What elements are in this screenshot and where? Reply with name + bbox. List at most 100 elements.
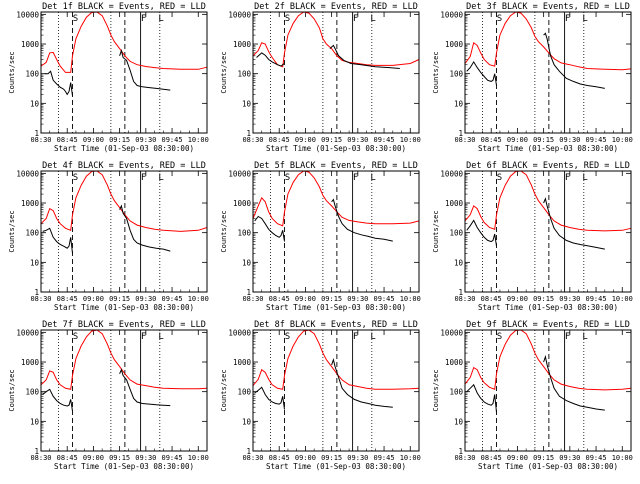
marker-f: F bbox=[353, 332, 358, 342]
panel-title: Det 1f BLACK = Events, RED = LLD bbox=[42, 2, 206, 12]
events-series-line bbox=[466, 197, 605, 250]
panel-title: Det 3f BLACK = Events, RED = LLD bbox=[466, 2, 630, 12]
panel-title: Det 9f BLACK = Events, RED = LLD bbox=[466, 320, 630, 330]
plot-frame bbox=[464, 11, 632, 134]
y-tick-label: 1 bbox=[246, 129, 251, 138]
x-tick-label: 10:00 bbox=[612, 454, 633, 462]
lld-series-line bbox=[464, 170, 632, 232]
x-tick-label: 09:15 bbox=[533, 295, 554, 303]
x-axis-label: Start Time (01-Sep-03 08:30:00) bbox=[266, 303, 406, 312]
marker-l: L bbox=[158, 332, 163, 342]
y-tick-label: 10000 bbox=[440, 169, 463, 178]
x-tick-label: 09:15 bbox=[109, 136, 130, 144]
lld-series-line bbox=[252, 329, 420, 390]
x-tick-label: 08:30 bbox=[30, 454, 51, 462]
x-tick-label: 08:30 bbox=[454, 295, 475, 303]
marker-l: L bbox=[582, 332, 587, 342]
y-axis-label: Counts/sec bbox=[432, 51, 440, 93]
x-tick-label: 09:30 bbox=[559, 136, 580, 144]
panel-title: Det 5f BLACK = Events, RED = LLD bbox=[254, 161, 418, 171]
x-tick-label: 10:00 bbox=[400, 295, 421, 303]
y-axis-label: Counts/sec bbox=[8, 369, 16, 411]
x-tick-label: 08:45 bbox=[481, 454, 502, 462]
x-axis-label: Start Time (01-Sep-03 08:30:00) bbox=[266, 144, 406, 153]
x-tick-label: 09:30 bbox=[135, 136, 156, 144]
marker-f: F bbox=[565, 14, 570, 24]
x-tick-label: 08:30 bbox=[242, 136, 263, 144]
y-tick-label: 1 bbox=[458, 129, 463, 138]
events-series-line bbox=[42, 368, 171, 412]
x-tick-label: 08:45 bbox=[57, 454, 78, 462]
y-tick-label: 1 bbox=[246, 447, 251, 456]
x-tick-label: 10:00 bbox=[188, 454, 209, 462]
marker-s: S bbox=[73, 332, 78, 342]
y-tick-label: 1000 bbox=[233, 358, 252, 367]
plot-frame bbox=[252, 11, 420, 134]
plot-frame bbox=[464, 170, 632, 293]
x-tick-label: 09:30 bbox=[347, 136, 368, 144]
x-tick-label: 09:30 bbox=[347, 454, 368, 462]
plot-frame bbox=[252, 329, 420, 452]
x-tick-label: 08:45 bbox=[269, 295, 290, 303]
marker-s: S bbox=[285, 332, 290, 342]
x-tick-label: 08:30 bbox=[30, 295, 51, 303]
marker-l: L bbox=[582, 173, 587, 183]
panel-5: Det 5f BLACK = Events, RED = LLD 1 10 100 10… bbox=[220, 161, 421, 312]
x-tick-label: 09:15 bbox=[321, 295, 342, 303]
y-tick-label: 10000 bbox=[16, 328, 39, 337]
y-tick-label: 10 bbox=[454, 99, 464, 108]
y-tick-label: 100 bbox=[449, 229, 463, 238]
y-axis-label: Counts/sec bbox=[432, 210, 440, 252]
events-series-line bbox=[254, 198, 393, 242]
y-tick-label: 100 bbox=[237, 388, 251, 397]
plot-frame bbox=[40, 170, 208, 293]
x-tick-label: 09:45 bbox=[586, 136, 607, 144]
marker-s: S bbox=[497, 14, 502, 24]
y-tick-label: 1000 bbox=[21, 199, 40, 208]
events-series-line bbox=[254, 357, 393, 410]
panel-4: Det 4f BLACK = Events, RED = LLD 1 10 100 10… bbox=[8, 161, 209, 312]
y-tick-label: 100 bbox=[449, 388, 463, 397]
x-tick-label: 09:15 bbox=[321, 454, 342, 462]
x-tick-label: 10:00 bbox=[400, 454, 421, 462]
lld-series-line bbox=[40, 170, 208, 232]
y-axis-label: Counts/sec bbox=[8, 210, 16, 252]
x-tick-label: 09:30 bbox=[559, 454, 580, 462]
y-tick-label: 10000 bbox=[440, 10, 463, 19]
marker-l: L bbox=[370, 332, 375, 342]
panel-title: Det 8f BLACK = Events, RED = LLD bbox=[254, 320, 418, 330]
marker-s: S bbox=[285, 14, 290, 24]
x-tick-label: 08:45 bbox=[269, 136, 290, 144]
y-tick-label: 10000 bbox=[16, 169, 39, 178]
x-tick-label: 10:00 bbox=[400, 136, 421, 144]
x-axis-label: Start Time (01-Sep-03 08:30:00) bbox=[266, 462, 406, 471]
x-tick-label: 09:45 bbox=[162, 295, 183, 303]
lld-series-line bbox=[464, 329, 632, 391]
x-tick-label: 10:00 bbox=[612, 136, 633, 144]
marker-f: F bbox=[141, 14, 146, 24]
x-tick-label: 09:00 bbox=[295, 295, 316, 303]
marker-f: F bbox=[141, 332, 146, 342]
x-tick-label: 08:30 bbox=[242, 454, 263, 462]
y-tick-label: 1 bbox=[34, 288, 39, 297]
y-axis-label: Counts/sec bbox=[220, 51, 228, 93]
y-tick-label: 10000 bbox=[16, 10, 39, 19]
panel-1: Det 1f BLACK = Events, RED = LLD 1 10 100 10… bbox=[8, 2, 209, 153]
x-tick-label: 09:00 bbox=[507, 454, 528, 462]
x-tick-label: 09:30 bbox=[559, 295, 580, 303]
lld-series-line bbox=[252, 11, 420, 68]
events-series-line bbox=[466, 354, 605, 413]
y-tick-label: 1000 bbox=[21, 40, 40, 49]
lld-series-line bbox=[40, 329, 208, 390]
panel-title: Det 2f BLACK = Events, RED = LLD bbox=[254, 2, 418, 12]
x-tick-label: 09:00 bbox=[507, 136, 528, 144]
marker-l: L bbox=[370, 173, 375, 183]
y-tick-label: 100 bbox=[25, 70, 39, 79]
x-axis-label: Start Time (01-Sep-03 08:30:00) bbox=[478, 462, 618, 471]
y-tick-label: 10 bbox=[30, 99, 40, 108]
x-tick-label: 09:15 bbox=[321, 136, 342, 144]
x-tick-label: 09:15 bbox=[109, 295, 130, 303]
y-axis-label: Counts/sec bbox=[220, 210, 228, 252]
x-tick-label: 08:30 bbox=[30, 136, 51, 144]
